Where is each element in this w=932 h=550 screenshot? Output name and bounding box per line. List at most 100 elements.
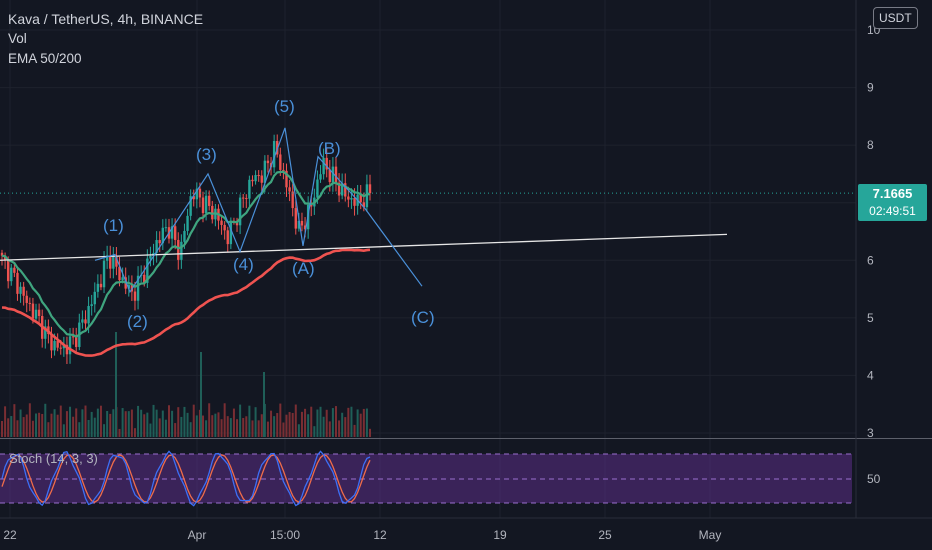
currency-button[interactable]: USDT bbox=[873, 7, 918, 29]
candle-body bbox=[146, 258, 149, 283]
candle-body bbox=[16, 272, 19, 294]
volume-bar bbox=[208, 403, 211, 437]
candle-body bbox=[105, 255, 109, 261]
candle-body bbox=[13, 267, 16, 273]
candle-body bbox=[115, 256, 118, 267]
candle-body bbox=[288, 187, 291, 192]
candle-body bbox=[340, 183, 344, 196]
volume-bar bbox=[28, 403, 31, 437]
price-tick: 4 bbox=[867, 368, 874, 382]
candle-body bbox=[53, 340, 56, 351]
candle-body bbox=[62, 344, 66, 349]
candle-body bbox=[350, 197, 353, 200]
volume-bar bbox=[223, 403, 226, 437]
volume-bar bbox=[186, 412, 189, 437]
wave-label: (B) bbox=[318, 139, 341, 158]
candle-body bbox=[102, 260, 106, 288]
stoch-level-label: 50 bbox=[867, 472, 881, 486]
volume-bar bbox=[260, 414, 263, 437]
symbol-title[interactable]: Kava / TetherUS, 4h, BINANCE bbox=[8, 11, 204, 27]
volume-bar bbox=[202, 415, 205, 437]
candle-body bbox=[285, 170, 288, 188]
volume-bar bbox=[10, 416, 13, 437]
candle-body bbox=[272, 141, 276, 168]
volume-bar bbox=[93, 417, 96, 437]
volume-bar bbox=[164, 419, 167, 437]
candle-body bbox=[161, 227, 165, 244]
volume-bar bbox=[152, 404, 155, 437]
volume-bar bbox=[285, 414, 288, 437]
candle-body bbox=[334, 166, 338, 183]
candle-body bbox=[347, 196, 350, 200]
volume-bar bbox=[365, 408, 368, 437]
candle-body bbox=[251, 179, 254, 182]
volume-bar bbox=[81, 409, 84, 437]
volume-bar bbox=[118, 428, 121, 437]
candle-body bbox=[279, 154, 282, 170]
volume-bar bbox=[41, 413, 44, 437]
candle-body bbox=[34, 309, 38, 319]
candle-body bbox=[365, 184, 369, 208]
candle-body bbox=[155, 240, 158, 253]
time-tick: May bbox=[699, 528, 722, 542]
stochastic-pane: 50 bbox=[0, 438, 932, 507]
candle-body bbox=[149, 255, 152, 259]
candle-body bbox=[266, 160, 270, 164]
wave-annotations: (1) (2) (3) (4) (5) (A) (B) (C) bbox=[94, 97, 435, 331]
time-tick: 25 bbox=[598, 528, 612, 542]
candle-body bbox=[328, 169, 331, 183]
wave-label: (1) bbox=[103, 216, 124, 235]
candle-body bbox=[0, 252, 4, 256]
candle-body bbox=[186, 215, 189, 231]
volume-label[interactable]: Vol bbox=[8, 31, 27, 46]
price-tick: 6 bbox=[867, 253, 874, 267]
volume-bar bbox=[75, 408, 78, 437]
volume-bar bbox=[316, 409, 319, 437]
volume-bar bbox=[69, 406, 72, 437]
volume-spike bbox=[263, 372, 265, 437]
candle-body bbox=[170, 226, 174, 239]
candle-body bbox=[183, 230, 186, 242]
stochastic-label[interactable]: Stoch (14, 3, 3) bbox=[9, 451, 98, 466]
volume-bar bbox=[38, 412, 41, 437]
candle-body bbox=[204, 195, 208, 214]
volume-bar bbox=[4, 406, 7, 437]
candle-body bbox=[198, 188, 202, 198]
volume-bar bbox=[328, 421, 331, 437]
volume-bar bbox=[140, 409, 143, 437]
volume-bar bbox=[25, 414, 28, 437]
time-tick: 12 bbox=[373, 528, 387, 542]
wave-label: (3) bbox=[196, 145, 217, 164]
volume-bar bbox=[72, 416, 75, 437]
candle-body bbox=[121, 277, 124, 281]
volume-bar bbox=[7, 418, 10, 437]
volume-bar bbox=[22, 417, 25, 437]
volume-bar bbox=[84, 405, 87, 437]
candle-body bbox=[112, 256, 115, 269]
candle-body bbox=[344, 183, 347, 197]
candle-body bbox=[143, 274, 146, 283]
volume-bar bbox=[174, 423, 177, 437]
wave-label: (A) bbox=[292, 259, 315, 278]
volume-bar bbox=[130, 409, 133, 437]
volume-bar bbox=[180, 416, 183, 437]
candle-body bbox=[226, 230, 229, 245]
volume-bar bbox=[96, 408, 99, 437]
volume-bar bbox=[103, 424, 106, 437]
volume-bar bbox=[236, 419, 239, 437]
volume-bar bbox=[112, 409, 115, 437]
volume-bar bbox=[16, 420, 19, 437]
volume-bar bbox=[167, 405, 170, 437]
time-tick: 15:00 bbox=[270, 528, 300, 542]
candle-body bbox=[207, 195, 211, 206]
candle-body bbox=[368, 184, 372, 194]
candle-body bbox=[109, 255, 112, 269]
volume-bar bbox=[124, 411, 127, 437]
candle-body bbox=[303, 225, 307, 230]
candle-body bbox=[164, 227, 168, 229]
candle-body bbox=[229, 220, 233, 245]
ema-label[interactable]: EMA 50/200 bbox=[8, 51, 82, 66]
candle-body bbox=[84, 319, 87, 324]
candle-body bbox=[248, 179, 251, 199]
